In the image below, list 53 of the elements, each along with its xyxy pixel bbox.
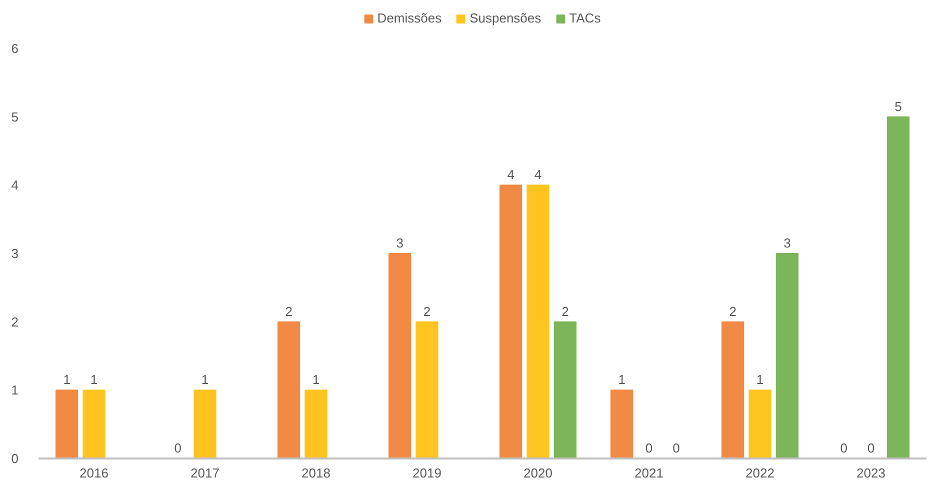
data-label: 2 — [729, 304, 736, 319]
bar — [388, 253, 412, 458]
x-tick-label: 2016 — [80, 466, 108, 480]
x-tick-label: 2023 — [856, 466, 886, 480]
bar — [721, 321, 744, 458]
bar — [526, 184, 550, 458]
data-label: 0 — [174, 440, 182, 456]
bar — [55, 390, 78, 458]
x-tick-label: 2022 — [746, 466, 774, 480]
bar — [886, 116, 910, 458]
data-label: 0 — [645, 440, 653, 456]
bar — [194, 390, 216, 458]
bar — [776, 253, 799, 458]
data-label: 1 — [201, 372, 209, 388]
bar — [748, 390, 772, 458]
y-tick-label: 6 — [11, 41, 19, 56]
data-label: 5 — [894, 98, 902, 114]
data-label: 1 — [90, 372, 98, 388]
legend-label: Suspensões — [470, 10, 542, 26]
y-tick-label: 1 — [11, 382, 19, 398]
bar — [554, 321, 577, 458]
data-label: 2 — [423, 304, 431, 319]
x-tick-label: 2017 — [190, 466, 220, 480]
y-tick-label: 0 — [11, 451, 19, 466]
bar — [82, 390, 106, 458]
y-tick-label: 2 — [11, 314, 19, 330]
data-label: 0 — [867, 440, 875, 456]
bar — [416, 321, 438, 458]
data-label: 0 — [840, 440, 848, 456]
data-label: 0 — [672, 440, 680, 456]
y-tick-label: 3 — [11, 246, 19, 261]
data-label: 3 — [396, 236, 404, 250]
y-tick-label: 4 — [11, 178, 19, 193]
bar — [304, 390, 328, 458]
bar — [277, 321, 300, 458]
x-tick-label: 2020 — [524, 466, 552, 480]
data-label: 3 — [784, 236, 791, 250]
data-label: 1 — [312, 372, 320, 388]
bar — [610, 390, 634, 458]
x-tick-label: 2018 — [302, 466, 330, 480]
data-label: 4 — [507, 167, 514, 182]
data-label: 4 — [534, 167, 542, 182]
y-tick-label: 5 — [11, 109, 19, 124]
data-label: 1 — [618, 372, 626, 388]
legend-label: TACs — [569, 10, 601, 26]
data-label: 1 — [756, 372, 764, 388]
data-label: 2 — [562, 304, 569, 319]
x-tick-label: 2019 — [412, 466, 442, 480]
data-label: 2 — [285, 304, 292, 319]
x-tick-label: 2021 — [634, 466, 664, 480]
data-label: 1 — [63, 372, 70, 388]
bar — [499, 184, 522, 458]
legend-label: Demissões — [377, 10, 442, 26]
